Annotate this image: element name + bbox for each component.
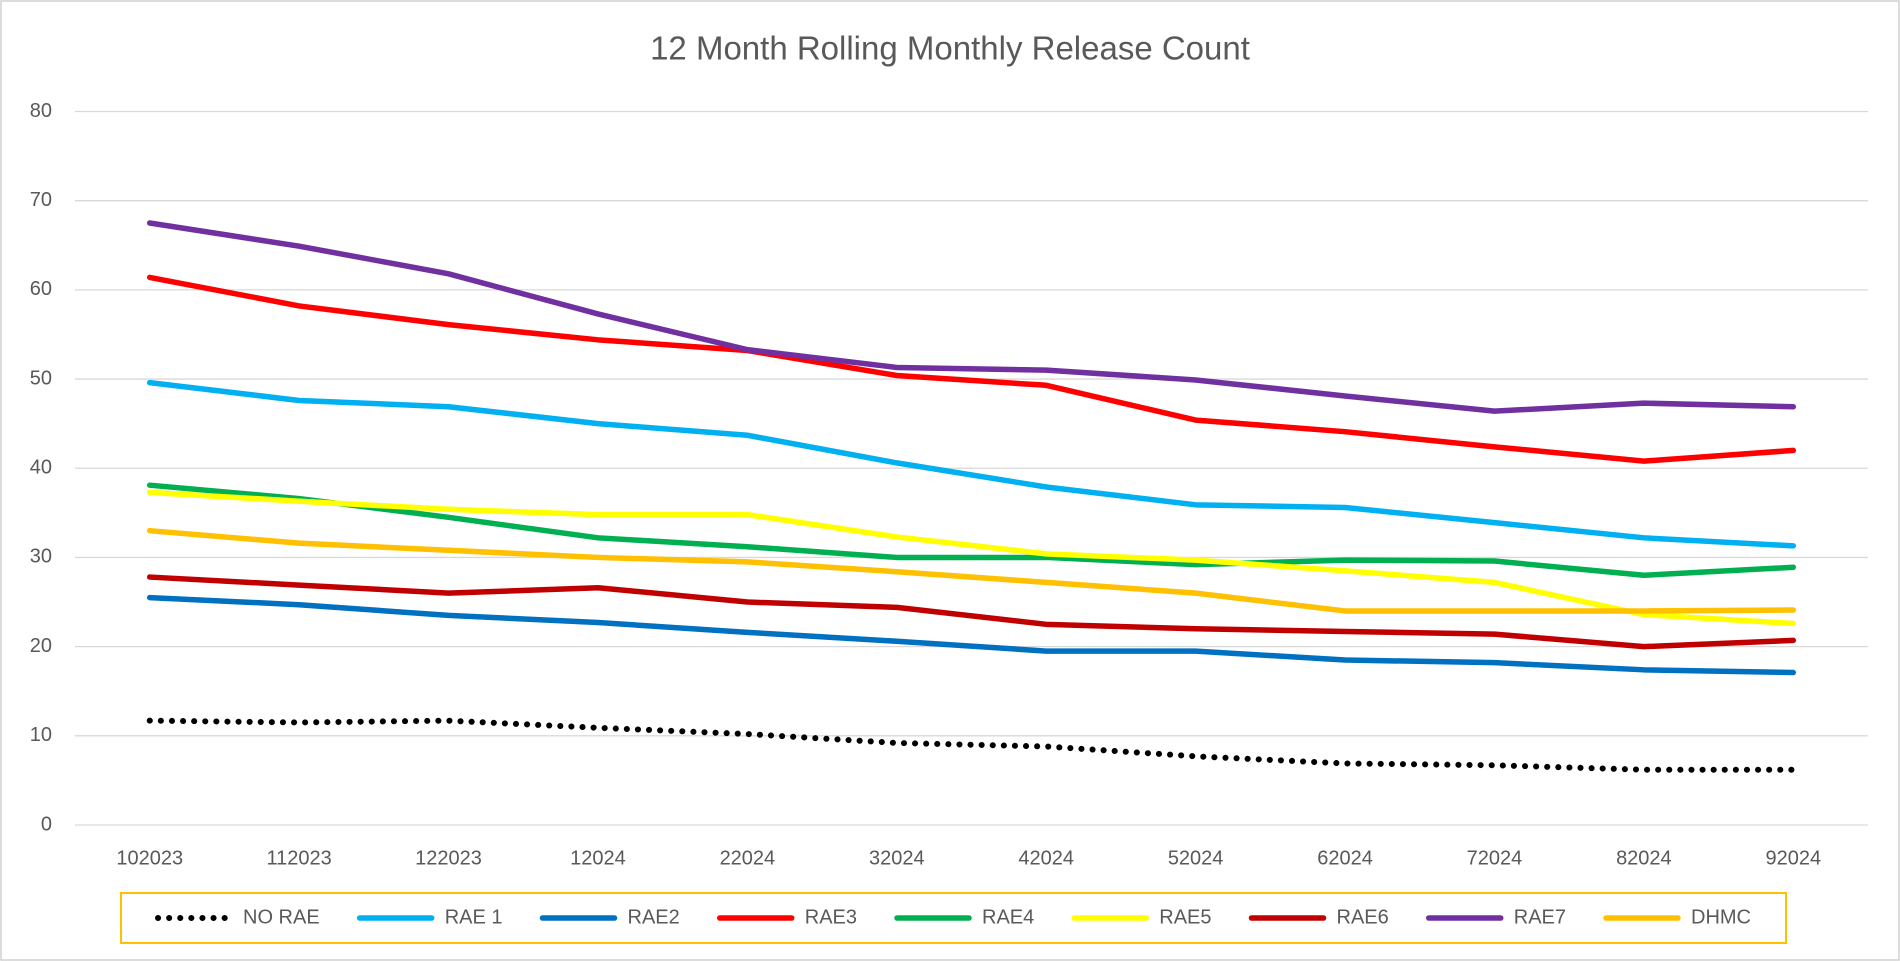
legend-label: NO RAE	[243, 906, 320, 928]
legend-label: RAE2	[628, 906, 680, 928]
y-tick-label: 30	[30, 546, 52, 568]
x-tick-label: 92024	[1765, 847, 1821, 869]
x-tick-label: 102023	[116, 847, 183, 869]
y-tick-label: 80	[30, 100, 52, 122]
x-tick-label: 52024	[1168, 847, 1224, 869]
x-tick-label: 42024	[1018, 847, 1074, 869]
legend-label: RAE4	[982, 906, 1034, 928]
y-tick-label: 10	[30, 724, 52, 746]
legend-label: RAE 1	[445, 906, 503, 928]
legend-label: DHMC	[1691, 906, 1751, 928]
legend-label: RAE3	[805, 906, 857, 928]
series-line	[146, 527, 1797, 614]
y-tick-label: 0	[41, 813, 52, 835]
x-tick-label: 12024	[570, 847, 626, 869]
x-tick-label: 62024	[1317, 847, 1373, 869]
x-tick-label: 72024	[1467, 847, 1523, 869]
chart-title: 12 Month Rolling Monthly Release Count	[650, 30, 1250, 67]
y-tick-label: 40	[30, 457, 52, 479]
legend-label: RAE7	[1514, 906, 1566, 928]
series-line	[146, 574, 1797, 650]
series-line	[146, 594, 1797, 676]
legend-label: RAE6	[1337, 906, 1389, 928]
x-tick-label: 22024	[720, 847, 776, 869]
x-tick-label: 82024	[1616, 847, 1672, 869]
legend-label: RAE5	[1159, 906, 1211, 928]
series-line	[146, 379, 1797, 549]
series-line	[146, 717, 1797, 773]
series-line	[146, 489, 1797, 627]
y-tick-label: 50	[30, 367, 52, 389]
x-tick-label: 112023	[266, 847, 331, 869]
series-line	[146, 274, 1797, 464]
x-tick-label: 32024	[869, 847, 925, 869]
y-tick-label: 60	[30, 278, 52, 300]
series-line	[146, 220, 1797, 414]
series-line	[146, 482, 1797, 579]
x-tick-label: 122023	[415, 847, 482, 869]
y-tick-label: 20	[30, 635, 52, 657]
y-tick-label: 70	[30, 189, 52, 211]
